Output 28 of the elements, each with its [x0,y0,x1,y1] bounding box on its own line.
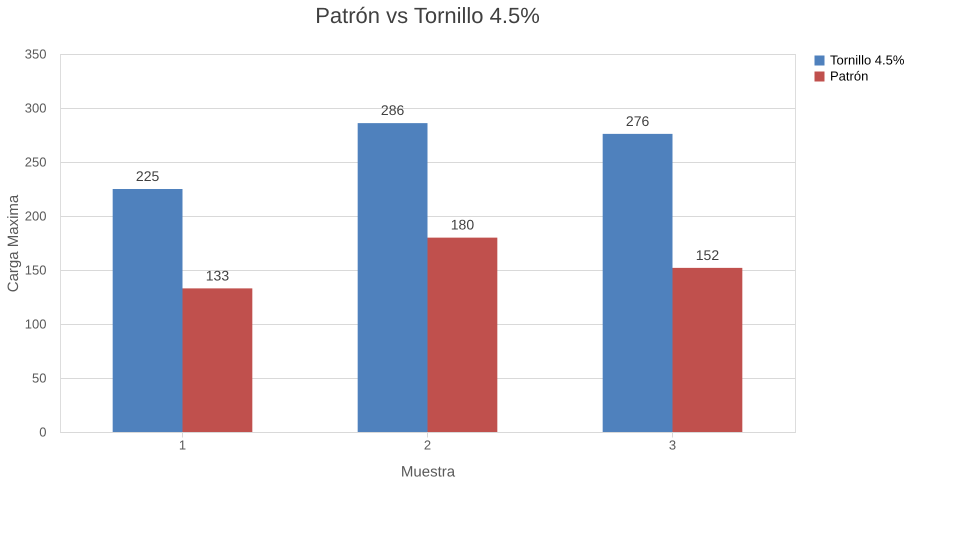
data-label: 152 [696,246,720,263]
bar [182,288,252,432]
chart-title: Patrón vs Tornillo 4.5% [315,3,540,28]
y-tick-label: 200 [24,208,46,224]
x-tick-label: 3 [668,438,676,452]
data-label: 133 [206,267,230,284]
x-tick-label: 2 [424,438,432,452]
bar [428,238,498,432]
legend-label: Tornillo 4.5% [830,52,905,68]
data-label: 286 [380,102,404,118]
y-tick-label: 350 [24,46,46,62]
legend-label: Patrón [830,68,868,84]
x-axis-title: Muestra [400,464,456,480]
y-axis-title: Carga Maxima [4,194,22,292]
y-tick-label: 150 [24,262,46,278]
bar [112,189,182,432]
data-label: 225 [136,168,160,184]
y-tick-label: 250 [24,154,46,170]
bar [358,123,428,432]
y-tick-label: 50 [32,370,46,386]
data-label: 180 [450,216,474,233]
bar [602,134,672,432]
y-tick-label: 0 [39,424,46,440]
x-tick-label: 1 [178,438,186,452]
y-tick-label: 300 [24,100,46,116]
data-label: 276 [626,112,650,129]
bar [672,268,742,432]
y-tick-label: 100 [24,316,46,332]
